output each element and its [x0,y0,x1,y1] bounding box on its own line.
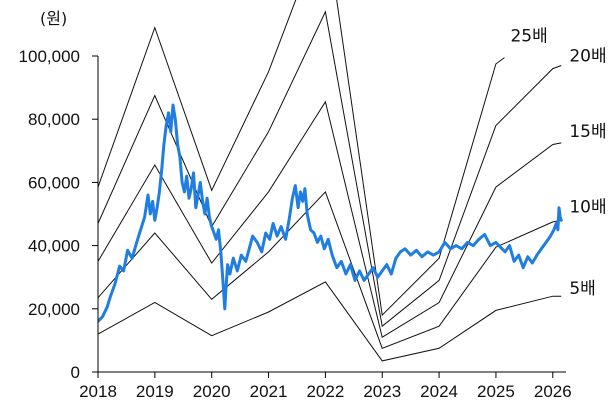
y-tick-label: 0 [71,363,80,382]
band-line-25x [98,0,505,317]
x-tick-label: 2021 [250,382,288,401]
x-tick-label: 2024 [420,382,458,401]
y-tick-label: 40,000 [28,237,80,256]
band-label-25x: 25배 [510,27,547,47]
x-tick-label: 2022 [306,382,344,401]
x-tick-label: 2018 [79,382,117,401]
y-tick-label: 60,000 [28,173,80,192]
band-label-15x: 15배 [569,122,606,142]
band-line-15x [98,100,562,338]
x-tick-label: 2025 [477,382,515,401]
y-tick-label: 80,000 [28,110,80,129]
band-label-20x: 20배 [569,46,606,66]
x-tick-label: 2020 [193,382,231,401]
y-tick-label: 100,000 [19,47,80,66]
band-line-10x [98,190,562,349]
y-tick-label: 20,000 [28,300,80,319]
x-axis-ticks: 2018 2019 2020 2021 2022 2023 2024 2025 2026 [79,372,572,401]
per-band-lines [98,0,562,362]
per-band-labels: 5배 10배 15배 20배 25배 [510,27,606,300]
band-label-10x: 10배 [569,197,606,217]
band-line-5x [98,281,562,362]
band-label-5x: 5배 [569,279,595,299]
x-tick-label: 2026 [534,382,572,401]
x-tick-label: 2023 [363,382,401,401]
price-series [98,103,563,323]
x-tick-label: 2019 [136,382,174,401]
y-axis-ticks: 0 20,000 40,000 60,000 80,000 100,000 [19,47,98,382]
band-line-20x [98,10,562,328]
y-axis-unit-label: (원) [40,9,67,28]
price-line [98,103,563,323]
